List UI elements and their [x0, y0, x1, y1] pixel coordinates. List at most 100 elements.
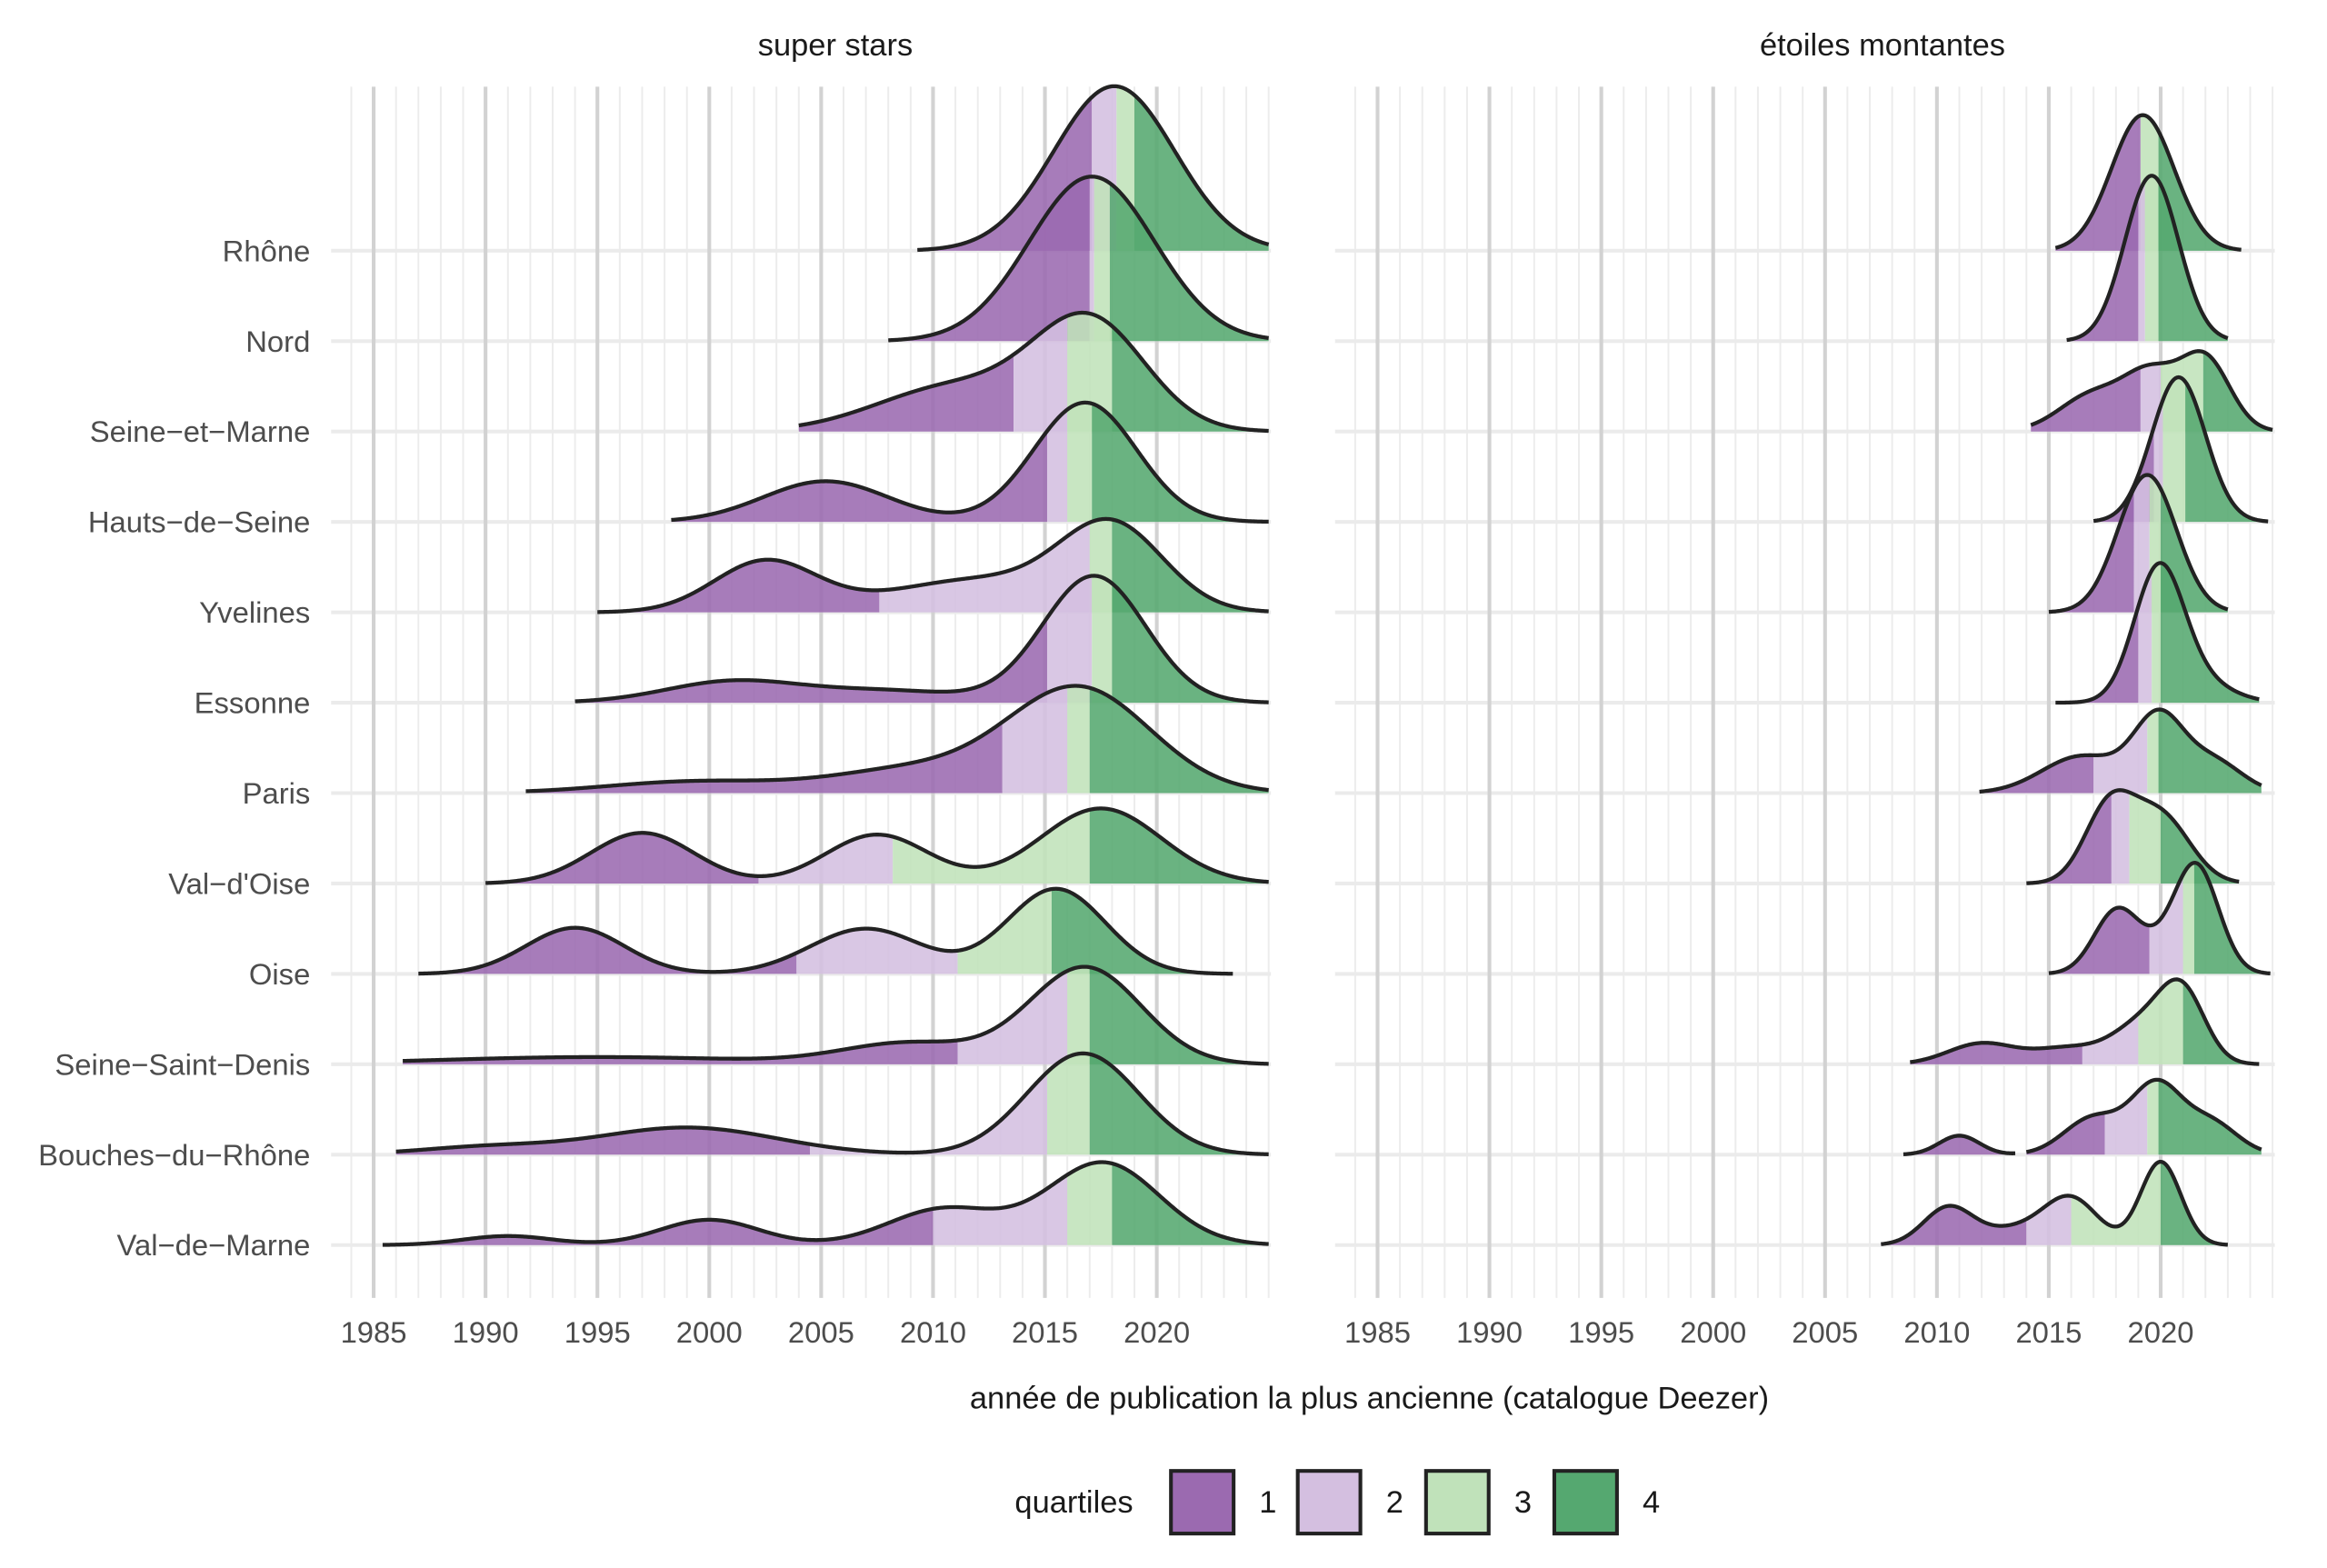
quartile-2-area	[2149, 874, 2183, 974]
y-tick-label: Hauts−de−Seine	[88, 505, 310, 539]
x-tick-label: 1990	[1456, 1315, 1523, 1349]
quartile-2-area	[2111, 790, 2130, 884]
quartile-1-area	[2055, 606, 2139, 704]
x-tick-label: 2015	[2015, 1315, 2082, 1349]
ridge-etoiles-montantes-9	[1909, 977, 2261, 1066]
legend-key-3	[1423, 1469, 1491, 1536]
density-outline	[574, 574, 1270, 704]
density-outline	[2054, 561, 2261, 705]
quartile-4-area	[2202, 352, 2273, 432]
density-outline	[417, 886, 1234, 976]
quartile-3-area	[2138, 979, 2183, 1064]
quartile-2-area	[2104, 1083, 2148, 1155]
quartile-4-area	[2193, 863, 2271, 974]
ridge-super-stars-3	[670, 400, 1270, 524]
x-tick-label: 1990	[453, 1315, 519, 1349]
quartile-3-area	[893, 809, 1090, 884]
ridge-etoiles-montantes-11	[1880, 1159, 2229, 1247]
density-outline	[484, 806, 1270, 885]
quartile-4-area	[2161, 488, 2228, 613]
y-tick-label: Paris	[243, 776, 311, 810]
quartile-2-area	[2026, 1195, 2072, 1245]
quartile-2-area	[2138, 180, 2145, 342]
quartile-2-area	[2140, 363, 2162, 432]
quartile-1-area	[1903, 1135, 2016, 1155]
quartile-2-area	[810, 1072, 1047, 1155]
quartile-2-area	[2133, 474, 2150, 613]
quartile-1-area	[418, 927, 797, 974]
quartile-3-area	[1067, 966, 1090, 1064]
legend-key-4	[1552, 1469, 1619, 1536]
density-outline	[2054, 113, 2242, 252]
quartile-3-area	[1067, 685, 1090, 794]
quartile-4-area	[1089, 967, 1269, 1064]
quartile-3-area	[2071, 1162, 2162, 1245]
ridge-super-stars-7	[484, 806, 1270, 885]
quartile-3-area	[2144, 175, 2159, 342]
x-tick-label: 2010	[900, 1315, 966, 1349]
panel-title-1: super stars	[758, 28, 913, 63]
quartile-1-area	[485, 833, 759, 884]
density-outline	[916, 84, 1270, 253]
legend: quartiles 1 2 3 4	[1014, 1469, 1660, 1536]
ridge-etoiles-montantes-10	[1903, 1077, 2262, 1156]
legend-label: 1	[1259, 1485, 1276, 1520]
density-outline	[402, 964, 1270, 1066]
quartile-2-area	[1047, 575, 1093, 704]
x-tick-label: 1995	[1568, 1315, 1634, 1349]
x-tick-label: 1985	[341, 1315, 407, 1349]
quartile-4-area	[2158, 180, 2228, 342]
quartile-3-area	[1094, 176, 1110, 342]
quartile-4-area	[1089, 687, 1269, 794]
quartile-2-area	[1089, 176, 1094, 342]
quartile-3-area	[2147, 1079, 2159, 1155]
quartile-4-area	[2158, 131, 2242, 251]
legend-label: 2	[1386, 1485, 1403, 1520]
legend-key-1	[1169, 1469, 1236, 1536]
quartile-4-area	[1134, 95, 1269, 251]
y-tick-label: Yvelines	[199, 595, 310, 629]
y-tick-label: Val−de−Marne	[117, 1228, 311, 1262]
quartile-1-area	[1881, 1205, 2027, 1245]
ridge-super-stars-5	[574, 574, 1270, 704]
density-outline	[524, 684, 1270, 794]
x-tick-label: 2000	[676, 1315, 743, 1349]
quartile-4-area	[1112, 519, 1269, 613]
x-tick-label: 2000	[1680, 1315, 1746, 1349]
quartile-1-area	[2026, 793, 2112, 884]
quartile-2-area	[758, 834, 894, 884]
ridge-etoiles-montantes-8	[2048, 861, 2272, 976]
y-tick-label: Essonne	[195, 686, 311, 720]
legend-title: quartiles	[1014, 1485, 1133, 1520]
x-tick-label: 1985	[1344, 1315, 1411, 1349]
y-tick-label: Rhône	[223, 234, 311, 267]
quartile-3-area	[1067, 402, 1093, 523]
ridge-super-stars-9	[402, 964, 1270, 1066]
quartile-3-area	[2129, 792, 2162, 884]
quartile-4-area	[1092, 404, 1269, 523]
ridge-super-stars-1	[887, 175, 1270, 343]
ridge-super-stars-11	[382, 1160, 1270, 1247]
density-outline	[2030, 349, 2274, 432]
ridge-etoiles-montantes-1	[2065, 174, 2229, 343]
x-tick-label: 2020	[1124, 1315, 1190, 1349]
quartile-3-area	[1047, 1053, 1090, 1155]
x-tick-label: 2005	[1792, 1315, 1858, 1349]
quartile-3-area	[2162, 377, 2186, 523]
density-outline	[1909, 977, 2261, 1066]
panel-title-2: étoiles montantes	[1760, 28, 2005, 63]
density-outline	[1880, 1159, 2229, 1247]
quartile-2-area	[1002, 686, 1068, 794]
quartile-1-area	[798, 355, 1014, 432]
quartile-3-area	[1092, 575, 1113, 704]
quartile-4-area	[2182, 982, 2260, 1064]
quartile-4-area	[2161, 1162, 2228, 1245]
quartile-4-area	[2185, 381, 2269, 523]
quartile-1-area	[1910, 1043, 2082, 1064]
quartile-4-area	[1109, 183, 1269, 342]
quartile-4-area	[2161, 563, 2260, 704]
quartile-2-area	[2138, 570, 2152, 704]
quartile-1-area	[2048, 488, 2134, 613]
x-tick-label: 1995	[564, 1315, 631, 1349]
